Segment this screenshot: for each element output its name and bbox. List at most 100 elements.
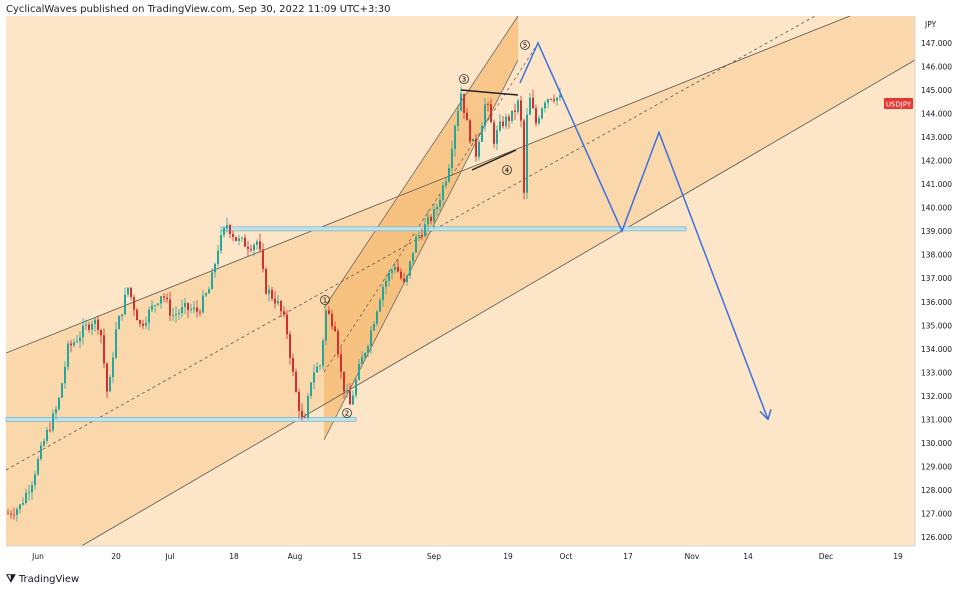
x-tick-label: Aug bbox=[288, 552, 303, 561]
candle-body bbox=[313, 372, 315, 383]
y-tick-label: 140.000 bbox=[921, 204, 952, 213]
candle-body bbox=[184, 303, 186, 308]
candle-body bbox=[487, 104, 489, 105]
candle-body bbox=[523, 120, 525, 193]
candle-body bbox=[292, 357, 294, 372]
candle-body bbox=[52, 413, 54, 431]
candle-body bbox=[70, 343, 72, 346]
candle-body bbox=[277, 300, 279, 304]
support-level bbox=[220, 226, 687, 232]
channel-top-line bbox=[6, 16, 851, 354]
candle-body bbox=[178, 313, 180, 315]
candle-body bbox=[553, 99, 555, 101]
publish-info: CyclicalWaves published on TradingView.c… bbox=[6, 4, 391, 15]
candle-body bbox=[364, 352, 366, 358]
last-price-badge: USDJPY bbox=[884, 98, 913, 109]
candle-body bbox=[451, 148, 453, 169]
candle-body bbox=[391, 269, 393, 273]
x-tick-label: 14 bbox=[743, 552, 753, 561]
candle-body bbox=[100, 329, 102, 336]
projection-arrowhead bbox=[759, 409, 772, 421]
candle-body bbox=[115, 329, 117, 358]
candle-body bbox=[511, 110, 513, 121]
x-tick-label: Oct bbox=[560, 552, 573, 561]
y-tick-label: 146.000 bbox=[921, 63, 952, 72]
candle-body bbox=[61, 383, 63, 398]
candle-body bbox=[358, 363, 360, 380]
candle-body bbox=[505, 116, 507, 127]
candle-body bbox=[112, 357, 114, 378]
y-tick-label: 141.000 bbox=[921, 180, 952, 189]
candle-body bbox=[334, 326, 336, 332]
candle-body bbox=[472, 138, 474, 142]
candle-body bbox=[262, 249, 264, 269]
candle-body bbox=[349, 390, 351, 405]
candle-body bbox=[247, 246, 249, 249]
candle-body bbox=[343, 371, 345, 392]
x-tick-label: 19 bbox=[503, 552, 513, 561]
candle-body bbox=[508, 116, 510, 121]
candle-body bbox=[352, 395, 354, 405]
svg-text:3: 3 bbox=[462, 76, 466, 84]
x-tick-label: Nov bbox=[685, 552, 700, 561]
candle-body bbox=[187, 303, 189, 311]
candle-body bbox=[85, 324, 87, 326]
candle-body bbox=[79, 337, 81, 342]
candle-body bbox=[226, 225, 228, 229]
candle-body bbox=[160, 296, 162, 304]
candle-body bbox=[25, 492, 27, 504]
candle-body bbox=[148, 309, 150, 323]
candle-body bbox=[433, 209, 435, 222]
candle-body bbox=[175, 314, 177, 316]
channel-midline bbox=[6, 16, 816, 471]
y-tick-label: 142.000 bbox=[921, 157, 952, 166]
candle-body bbox=[346, 390, 348, 392]
channel-bottom-line bbox=[80, 59, 915, 546]
candle-body bbox=[529, 97, 531, 115]
candle-body bbox=[157, 303, 159, 305]
x-tick-label: Dec bbox=[819, 552, 834, 561]
candle-body bbox=[124, 294, 126, 315]
candle-body bbox=[415, 236, 417, 253]
candle-body bbox=[517, 100, 519, 112]
candle-body bbox=[43, 440, 45, 446]
candle-body bbox=[166, 297, 168, 300]
candle-body bbox=[538, 118, 540, 124]
candle-body bbox=[481, 125, 483, 142]
candle-body bbox=[331, 313, 333, 327]
candle-body bbox=[325, 310, 327, 341]
x-tick-label: 20 bbox=[111, 552, 121, 561]
y-tick-label: 130.000 bbox=[921, 439, 952, 448]
candle-body bbox=[403, 278, 405, 283]
candle-body bbox=[355, 379, 357, 396]
candle-body bbox=[244, 237, 246, 247]
candle-body bbox=[361, 357, 363, 364]
candle-body bbox=[10, 513, 12, 515]
x-tick-label: Jun bbox=[31, 552, 44, 561]
candle-body bbox=[217, 250, 219, 264]
y-tick-label: 143.000 bbox=[921, 133, 952, 142]
candle-body bbox=[193, 307, 195, 310]
last-price-badge-label: USDJPY bbox=[886, 101, 912, 109]
candle-body bbox=[274, 298, 276, 304]
y-tick-label: 144.000 bbox=[921, 110, 952, 119]
candle-body bbox=[190, 309, 192, 311]
candle-body bbox=[130, 287, 132, 298]
candle-body bbox=[367, 346, 369, 353]
candle-body bbox=[253, 244, 255, 251]
candle-body bbox=[448, 168, 450, 182]
candle-body bbox=[532, 97, 534, 109]
y-tick-label: 128.000 bbox=[921, 486, 952, 495]
candle-body bbox=[490, 104, 492, 123]
candle-body bbox=[271, 289, 273, 299]
candle-body bbox=[457, 110, 459, 126]
price-chart[interactable]: 1 2 3 4 5 JPY 126.000 127.000 128.000 129.000 13… bbox=[0, 0, 960, 568]
candle-body bbox=[127, 287, 129, 295]
candle-body bbox=[7, 513, 9, 515]
candle-body bbox=[88, 324, 90, 330]
candle-body bbox=[151, 305, 153, 310]
candle-body bbox=[301, 410, 303, 417]
candle-body bbox=[250, 248, 252, 251]
candle-body bbox=[139, 320, 141, 324]
candle-body bbox=[163, 296, 165, 298]
